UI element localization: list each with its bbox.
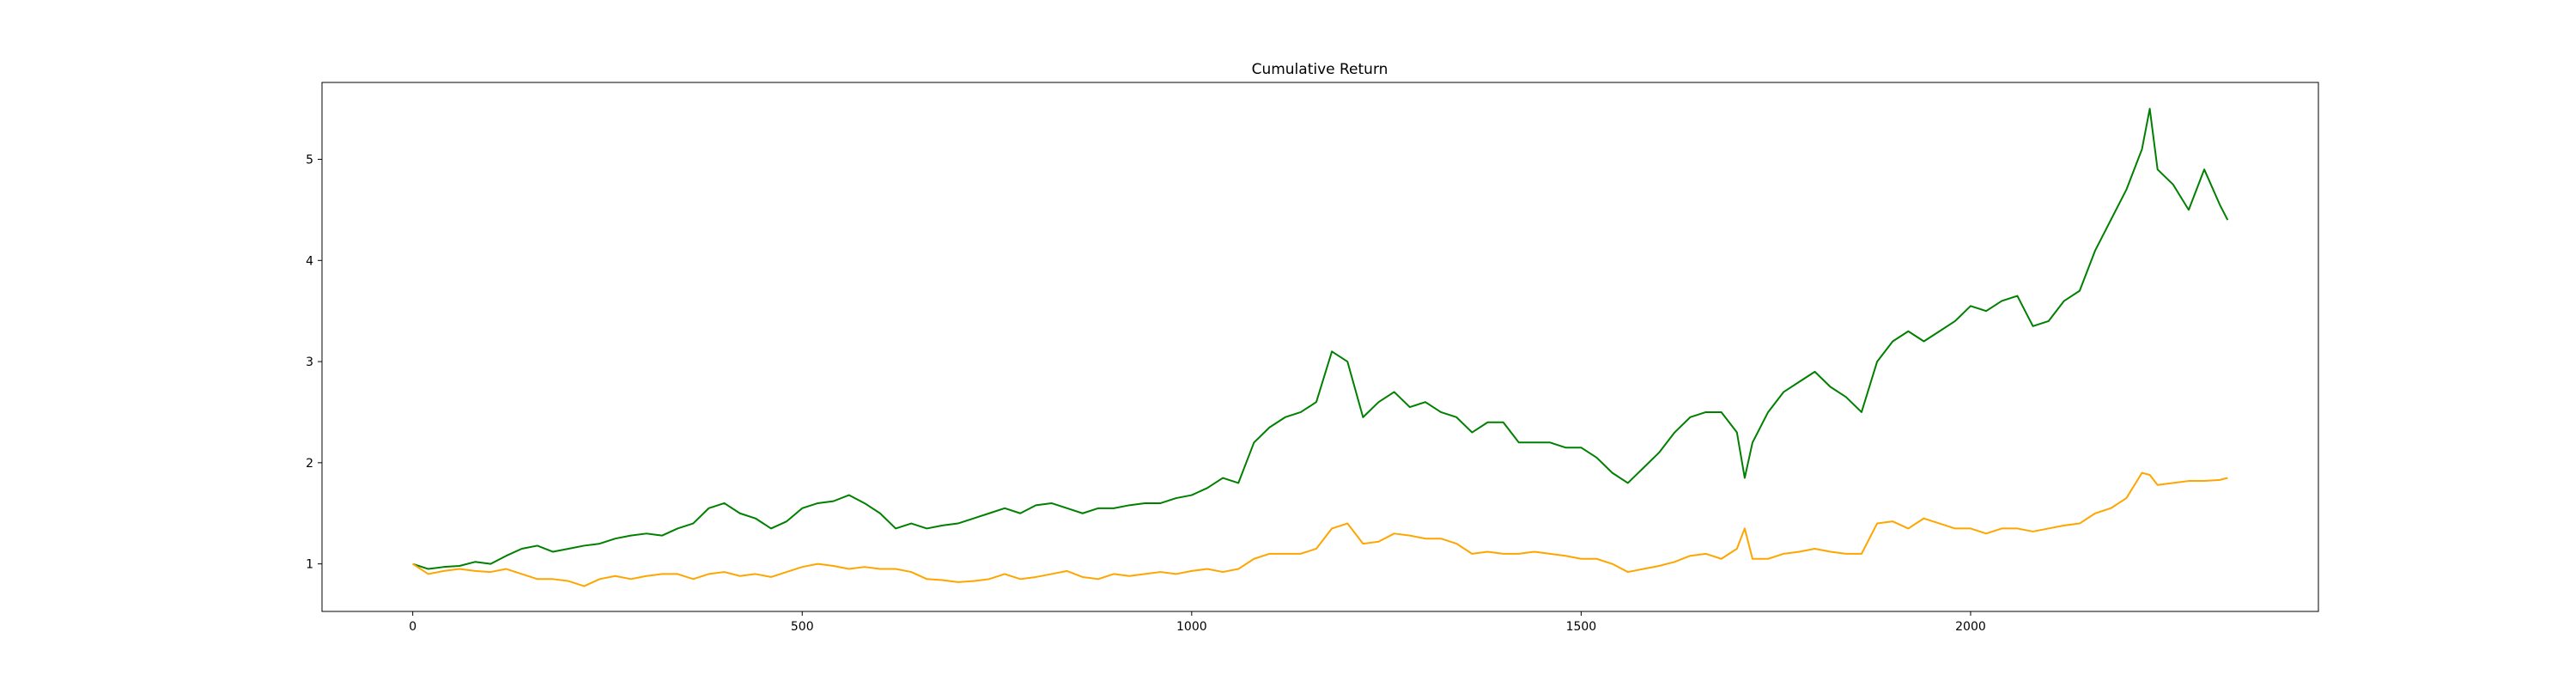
x-tick-label: 1500 — [1566, 620, 1597, 634]
x-tick-label: 500 — [791, 620, 814, 634]
y-tick-label: 2 — [306, 457, 313, 471]
plot-frame — [321, 82, 2319, 612]
x-tick-label: 2000 — [1955, 620, 1986, 634]
y-tick-label: 5 — [306, 154, 313, 167]
x-tick-label: 0 — [409, 620, 416, 634]
chart-title: Cumulative Return — [1252, 61, 1388, 78]
y-tick-label: 4 — [306, 254, 313, 268]
y-tick-label: 3 — [306, 356, 313, 369]
x-tick-label: 1000 — [1176, 620, 1207, 634]
line-series — [412, 471, 2228, 587]
line-series — [412, 107, 2229, 570]
y-tick-label: 1 — [306, 558, 313, 572]
